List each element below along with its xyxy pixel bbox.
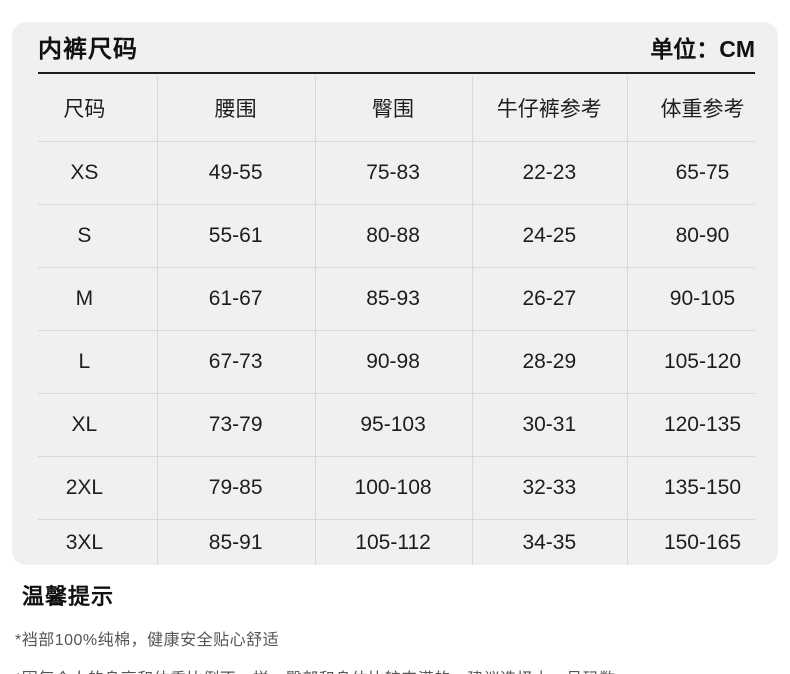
table-cell: 90-98 [366, 350, 420, 373]
table-cell: 75-83 [366, 161, 420, 184]
tips-section: 温馨提示 *裆部100%纯棉，健康安全贴心舒适 *因每个人的身高和体重比例不一样… [0, 565, 790, 674]
tip-note-fabric: *裆部100%纯棉，健康安全贴心舒适 [15, 632, 280, 649]
column-header-hip: 臀围 [372, 97, 415, 121]
column-header-waist: 腰围 [214, 97, 257, 121]
column-divider [314, 76, 316, 565]
card-header: 内裤尺码 单位：CM [12, 22, 778, 72]
row-divider [38, 267, 755, 268]
row-divider [38, 519, 755, 520]
table-row-s: S 55-61 80-88 24-25 80-90 [12, 205, 778, 267]
row-divider [38, 393, 755, 394]
table-cell: 90-105 [669, 287, 736, 310]
table-cell: 55-61 [208, 224, 263, 247]
row-divider [38, 204, 755, 205]
table-cell: 34-35 [522, 530, 577, 554]
size-table: 尺码 腰围 臀围 牛仔裤参考 体重参考 XS 49-55 75-83 22-23… [12, 74, 778, 565]
table-cell: XS [70, 161, 99, 184]
page-title: 内裤尺码 [38, 36, 138, 63]
row-divider [38, 141, 755, 142]
table-cell: 85-93 [366, 287, 420, 310]
table-cell: 150-165 [663, 530, 742, 554]
table-row-3xl: 3XL 85-91 105-112 34-35 150-165 [12, 520, 778, 565]
table-cell: 65-75 [675, 161, 730, 184]
table-cell: 30-31 [522, 413, 577, 436]
column-divider [471, 76, 473, 565]
tip-note-sizing: *因每个人的身高和体重比例不一样，臀部和身体比较丰满的，建议选择大一号码数 [15, 665, 774, 674]
table-cell: 28-29 [522, 350, 577, 373]
column-divider [156, 76, 158, 565]
table-cell: 2XL [65, 476, 104, 499]
row-divider [38, 330, 755, 331]
size-chart-card: 内裤尺码 单位：CM 尺码 腰围 臀围 牛仔裤参考 体重参考 XS 49-55 … [12, 22, 778, 565]
table-cell: XL [71, 413, 98, 436]
table-cell: M [75, 287, 94, 310]
table-cell: 95-103 [360, 413, 426, 436]
table-cell: 80-88 [366, 224, 420, 247]
header-rule [38, 72, 755, 74]
table-row-m: M 61-67 85-93 26-27 90-105 [12, 268, 778, 330]
table-row-2xl: 2XL 79-85 100-108 32-33 135-150 [12, 457, 778, 519]
table-cell: L [78, 350, 91, 373]
table-cell: 22-23 [522, 161, 577, 184]
unit-label: 单位：CM [650, 36, 755, 62]
table-cell: 120-135 [663, 413, 742, 436]
table-cell: 49-55 [208, 161, 263, 184]
table-cell: 135-150 [663, 476, 742, 499]
table-row-xl: XL 73-79 95-103 30-31 120-135 [12, 394, 778, 456]
table-cell: 3XL [65, 530, 104, 554]
column-divider [627, 76, 629, 565]
table-cell: 105-120 [663, 350, 742, 373]
table-cell: 61-67 [208, 287, 263, 310]
column-header-jeans: 牛仔裤参考 [496, 97, 602, 121]
column-header-weight: 体重参考 [660, 97, 745, 121]
table-header-row: 尺码 腰围 臀围 牛仔裤参考 体重参考 [12, 74, 778, 141]
table-cell: 100-108 [354, 476, 432, 499]
table-cell: 24-25 [522, 224, 577, 247]
table-cell: S [77, 224, 92, 247]
tips-title: 温馨提示 [22, 584, 115, 609]
table-cell: 32-33 [522, 476, 577, 499]
table-cell: 73-79 [208, 413, 263, 436]
table-cell: 79-85 [208, 476, 263, 499]
table-cell: 80-90 [675, 224, 730, 247]
table-cell: 26-27 [522, 287, 577, 310]
table-cell: 105-112 [355, 530, 431, 554]
table-cell: 67-73 [208, 350, 263, 373]
table-cell: 85-91 [208, 530, 263, 554]
row-divider [38, 456, 755, 457]
table-row-xs: XS 49-55 75-83 22-23 65-75 [12, 142, 778, 204]
table-row-l: L 67-73 90-98 28-29 105-120 [12, 331, 778, 393]
column-header-size: 尺码 [63, 97, 106, 121]
